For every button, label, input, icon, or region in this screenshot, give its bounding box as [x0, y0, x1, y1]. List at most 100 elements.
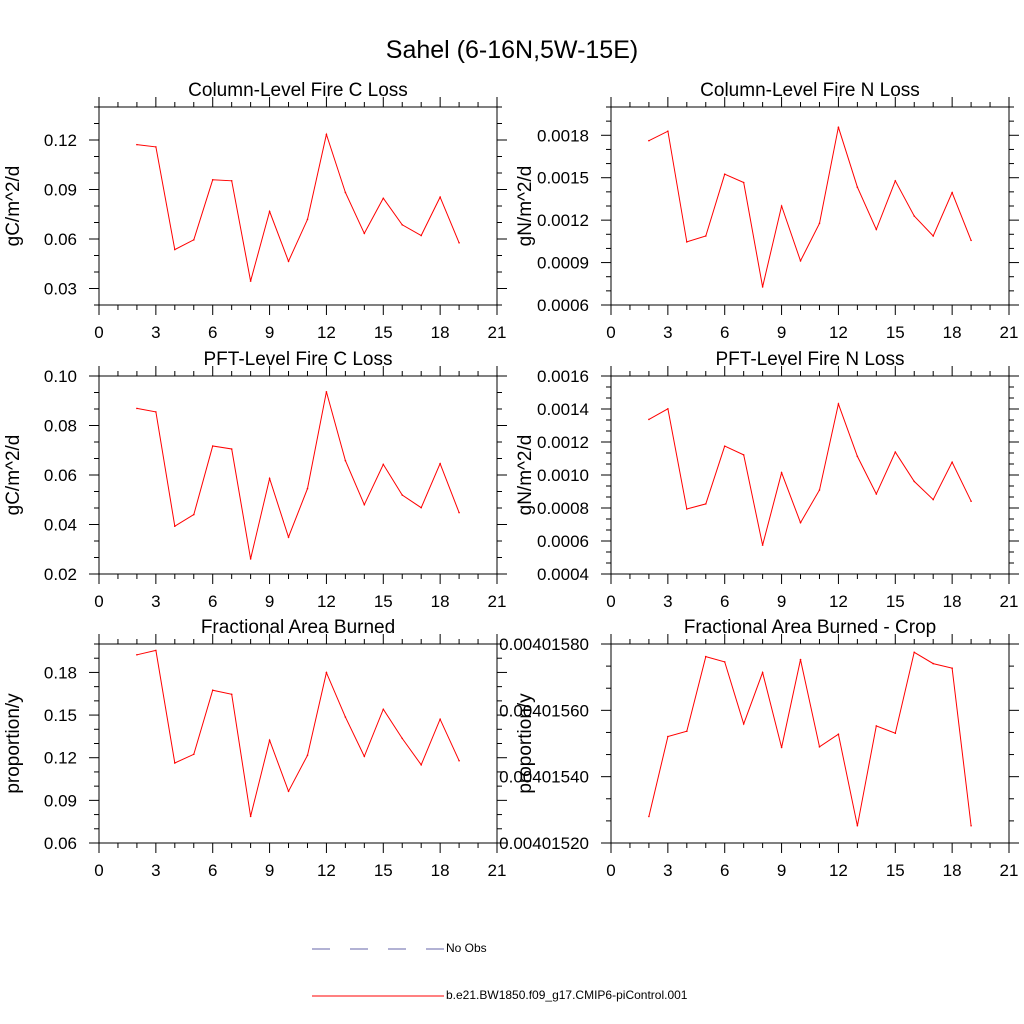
y-tick-label: 0.00401540: [499, 768, 589, 787]
x-tick-label: 0: [606, 323, 615, 342]
data-point: [192, 239, 195, 241]
data-point: [818, 489, 821, 491]
data-point: [761, 286, 764, 288]
x-tick-label: 0: [606, 861, 615, 880]
y-tick-label: 0.0006: [537, 296, 589, 315]
data-point: [325, 391, 328, 393]
data-point: [932, 662, 934, 665]
data-point: [363, 503, 366, 506]
data-point: [913, 480, 916, 483]
data-point: [761, 671, 764, 674]
data-point: [686, 508, 688, 510]
data-point: [951, 191, 953, 194]
y-tick-label: 0.06: [44, 834, 77, 853]
data-point: [970, 500, 972, 503]
data-point: [667, 408, 669, 410]
data-point: [667, 130, 669, 132]
x-tick-label: 0: [94, 323, 103, 342]
x-tick-label: 3: [151, 592, 160, 611]
x-tick-label: 15: [886, 323, 905, 342]
x-tick-label: 21: [1000, 861, 1019, 880]
plot-frame: [610, 106, 1010, 306]
data-point: [401, 494, 404, 496]
data-point: [268, 477, 271, 480]
x-tick-label: 15: [374, 592, 393, 611]
data-point: [686, 730, 688, 733]
data-point: [818, 222, 821, 225]
data-point: [287, 536, 290, 538]
data-point: [932, 235, 934, 237]
x-tick-label: 18: [943, 861, 962, 880]
data-point: [363, 755, 366, 758]
data-point: [287, 790, 290, 793]
data-point: [648, 418, 650, 421]
y-tick-label: 0.12: [44, 749, 77, 768]
data-point: [458, 241, 460, 244]
panel-title: Column-Level Fire C Loss: [188, 80, 408, 101]
y-tick-label: 0.00401560: [499, 701, 589, 720]
x-tick-label: 6: [720, 861, 729, 880]
x-tick-label: 21: [488, 323, 507, 342]
y-tick-label: 0.0015: [537, 169, 589, 188]
data-point: [856, 186, 859, 188]
x-tick-label: 3: [151, 323, 160, 342]
data-point: [249, 280, 252, 282]
x-tick-label: 12: [317, 861, 336, 880]
y-tick-label: 0.0009: [537, 254, 589, 273]
panel-title: Fractional Area Burned - Crop: [684, 617, 936, 638]
series-line: [648, 651, 972, 826]
data-point: [913, 215, 916, 217]
data-point: [230, 448, 233, 450]
data-point: [211, 445, 214, 447]
y-tick-label: 0.0014: [537, 400, 589, 419]
y-axis-label: gC/m^2/d: [3, 435, 24, 516]
x-tick-label: 21: [488, 861, 507, 880]
y-tick-label: 0.04: [44, 516, 77, 535]
x-tick-label: 12: [317, 592, 336, 611]
y-tick-label: 0.03: [44, 280, 77, 299]
data-point: [723, 173, 726, 175]
panel-title: PFT-Level Fire N Loss: [716, 349, 905, 370]
plot-frame: [610, 375, 1010, 575]
x-tick-label: 6: [720, 592, 729, 611]
y-tick-label: 0.0012: [537, 211, 589, 230]
data-point: [344, 459, 347, 462]
x-tick-label: 9: [265, 861, 274, 880]
x-tick-label: 9: [265, 323, 274, 342]
data-point: [155, 411, 157, 413]
x-tick-label: 0: [94, 592, 103, 611]
panel-title: Fractional Area Burned: [201, 617, 395, 638]
y-tick-label: 0.00401580: [499, 635, 589, 654]
data-point: [951, 461, 953, 463]
x-tick-label: 21: [488, 592, 507, 611]
panel-title: Column-Level Fire N Loss: [700, 80, 920, 101]
x-tick-label: 0: [606, 592, 615, 611]
data-point: [818, 746, 821, 748]
panel-1: 0 3 6 9 12 15 18 21 0.03 0.06 0.09 0.12 Column-Level…: [3, 80, 507, 342]
data-point: [913, 651, 916, 654]
y-tick-label: 0.0006: [537, 532, 589, 551]
data-point: [799, 521, 802, 524]
panel-2: 0 3 6 9 12 15 18 21 0.0006 0.0009 0.0012 0.0015 0.00…: [515, 80, 1019, 342]
data-point: [648, 815, 650, 818]
data-point: [799, 658, 802, 661]
data-point: [894, 180, 897, 182]
plot-frame: [610, 643, 1010, 844]
x-tick-label: 9: [265, 592, 274, 611]
y-tick-label: 0.0010: [537, 466, 589, 485]
data-point: [382, 197, 385, 200]
series-line: [648, 402, 972, 546]
data-point: [875, 725, 878, 727]
data-point: [136, 143, 138, 146]
data-point: [344, 716, 347, 718]
data-point: [420, 764, 422, 766]
y-tick-label: 0.00401520: [499, 834, 589, 853]
data-point: [458, 759, 460, 762]
y-tick-label: 0.06: [44, 230, 77, 249]
data-point: [704, 655, 707, 658]
data-point: [932, 498, 934, 501]
x-tick-label: 6: [208, 323, 217, 342]
data-point: [951, 667, 953, 670]
data-point: [439, 196, 441, 198]
